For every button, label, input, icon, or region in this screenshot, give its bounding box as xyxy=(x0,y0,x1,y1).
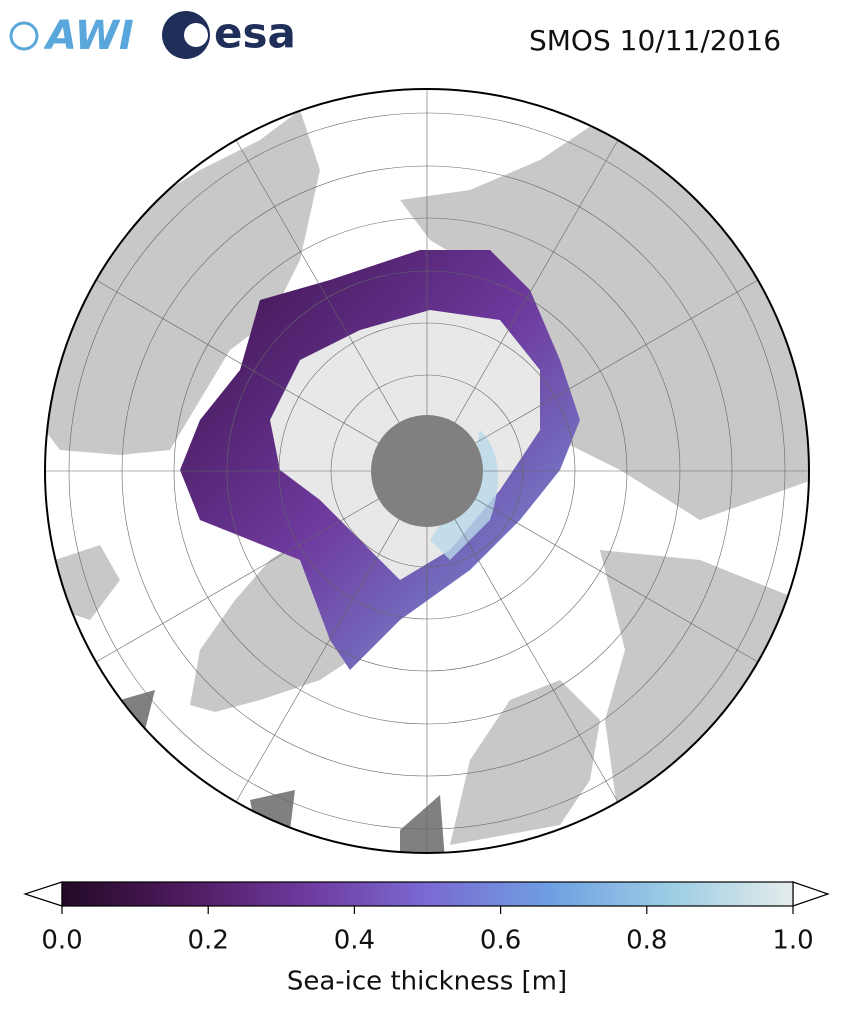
land xyxy=(45,110,320,455)
land xyxy=(55,545,120,620)
esa-logo: esa xyxy=(162,9,296,59)
colorbar-extend xyxy=(23,881,63,907)
logo-mark xyxy=(184,23,208,47)
pole-hole xyxy=(371,415,483,527)
colorbar-tick-label: 0.4 xyxy=(334,926,375,956)
land xyxy=(450,680,600,845)
colorbar-tick-label: 1.0 xyxy=(772,926,813,956)
map-title: SMOS 10/11/2016 xyxy=(529,24,781,57)
land xyxy=(400,120,809,520)
logo-text: AWI xyxy=(43,13,134,59)
map-frame xyxy=(44,88,810,854)
colorbar-extend xyxy=(792,881,830,907)
colorbar-tick-label: 0.0 xyxy=(41,926,82,956)
colorbar-tick-label: 0.2 xyxy=(188,926,229,956)
colorbar-label: Sea-ice thickness [m] xyxy=(287,967,567,997)
colorbar-gradient xyxy=(61,881,794,907)
colorbar-tick-label: 0.8 xyxy=(626,926,667,956)
logo-text: esa xyxy=(214,9,296,58)
land xyxy=(600,550,800,830)
colorbar-tick-label: 0.6 xyxy=(480,926,521,956)
logo-mark xyxy=(9,21,39,51)
colorbar xyxy=(23,881,830,914)
awi-logo: AWI xyxy=(9,13,134,59)
